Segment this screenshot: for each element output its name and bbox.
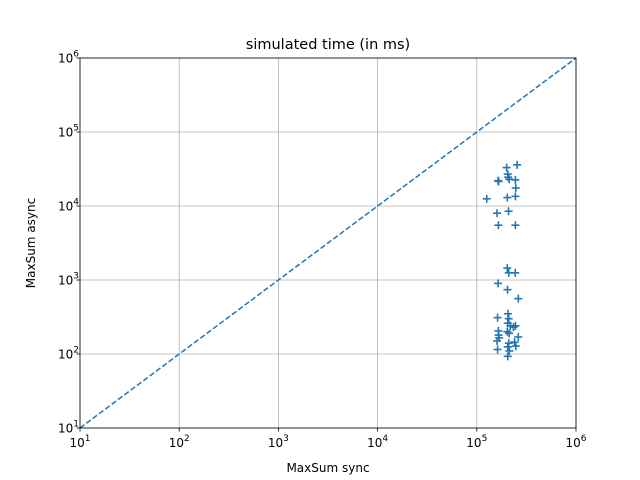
- data-point-1: [494, 177, 503, 186]
- reference-line-group: [79, 57, 577, 429]
- data-point-2: [502, 163, 511, 172]
- data-point-9: [511, 192, 520, 201]
- data-point-22: [493, 313, 502, 322]
- data-point-10: [503, 193, 512, 202]
- data-point-19: [494, 279, 503, 288]
- data-point-28: [509, 323, 518, 332]
- diagonal-reference-line: [79, 57, 577, 429]
- data-point-20: [503, 285, 512, 294]
- data-points: [482, 160, 523, 361]
- data-point-35: [493, 336, 502, 345]
- y-axis-title: MaxSum async: [24, 198, 38, 288]
- data-point-31: [505, 329, 514, 338]
- data-point-40: [493, 345, 502, 354]
- data-point-11: [482, 194, 491, 203]
- data-point-13: [493, 209, 502, 218]
- chart-title: simulated time (in ms): [246, 37, 410, 53]
- data-point-14: [494, 221, 503, 230]
- data-point-24: [504, 314, 513, 323]
- x-axis-title: MaxSum sync: [286, 461, 369, 475]
- data-point-37: [504, 339, 513, 348]
- data-point-12: [504, 207, 513, 216]
- data-point-21: [514, 294, 523, 303]
- data-point-8: [511, 184, 520, 193]
- plot-frame: [79, 57, 577, 429]
- data-point-15: [511, 221, 520, 230]
- data-point-42: [503, 352, 512, 361]
- data-point-39: [511, 342, 520, 351]
- data-point-23: [503, 309, 512, 318]
- data-point-16: [503, 264, 512, 273]
- data-point-34: [514, 332, 523, 341]
- data-point-36: [510, 338, 519, 347]
- data-point-41: [505, 346, 514, 355]
- data-point-7: [513, 160, 522, 169]
- data-point-6: [511, 175, 520, 184]
- data-point-38: [503, 342, 512, 351]
- data-point-18: [511, 268, 520, 277]
